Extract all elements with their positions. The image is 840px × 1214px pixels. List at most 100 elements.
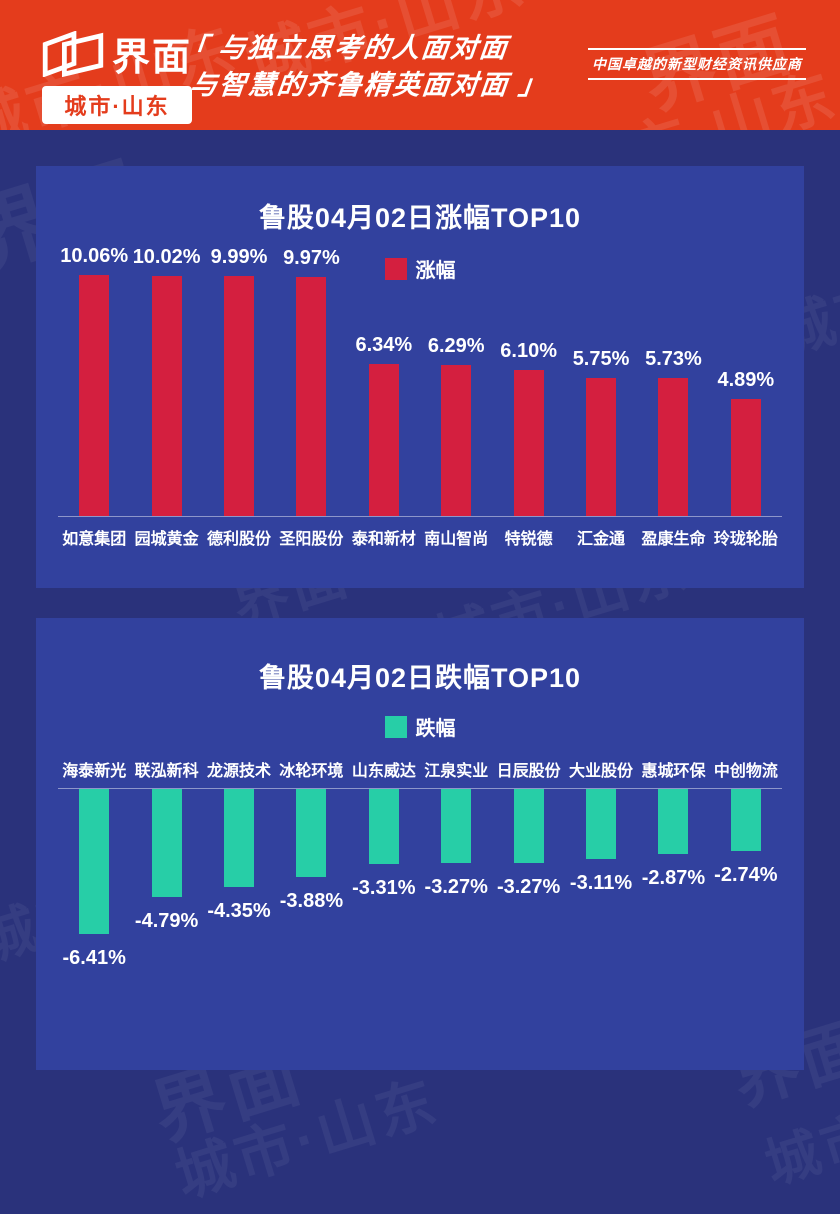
logo-brand-text: 界面 bbox=[112, 37, 193, 79]
bar-column: 6.10% bbox=[492, 224, 564, 516]
losers-category-labels: 海泰新光 联泓新科 龙源技术 冰轮环境 山东威达 江泉实业 日辰股份 大业股份 惠城环保 中创物流 bbox=[58, 757, 782, 781]
bar bbox=[224, 276, 255, 516]
bar-column: -2.87% bbox=[637, 789, 709, 1024]
value-label: -2.74% bbox=[714, 864, 778, 886]
category-label: 圣阳股份 bbox=[279, 531, 344, 548]
value-label: 10.02% bbox=[132, 246, 201, 268]
bar-column: 6.29% bbox=[420, 224, 492, 516]
losers-chart-panel: 鲁股04月02日跌幅TOP10 跌幅 海泰新光 联泓新科 龙源技术 冰轮环境 山东威达江… bbox=[36, 618, 804, 1070]
category-label: 山东威达 bbox=[351, 763, 416, 780]
gainers-axis-line bbox=[58, 516, 782, 517]
bar bbox=[441, 789, 472, 863]
bar-column: -3.31% bbox=[348, 789, 420, 1024]
category-label: 如意集团 bbox=[62, 531, 127, 548]
value-label: 6.29% bbox=[427, 335, 485, 357]
bar-column: 10.06% bbox=[58, 224, 130, 516]
category-label: 惠城环保 bbox=[641, 763, 706, 780]
gainers-category-labels: 如意集团 园城黄金 德利股份 圣阳股份 泰和新材 南山智尚 特锐德 汇金通 盈康生命 玲珑轮胎 bbox=[58, 525, 782, 549]
bar-column: -3.88% bbox=[275, 789, 347, 1024]
bar-column: 5.73% bbox=[637, 224, 709, 516]
bar bbox=[658, 378, 689, 516]
gainers-legend-label: 涨幅 bbox=[415, 260, 456, 282]
bar bbox=[513, 789, 544, 863]
bar bbox=[79, 789, 110, 934]
value-label: -3.11% bbox=[569, 872, 633, 894]
value-label: 6.10% bbox=[500, 340, 557, 362]
value-label: -4.79% bbox=[134, 910, 199, 932]
category-label: 盈康生命 bbox=[641, 531, 706, 548]
losers-legend-label: 跌幅 bbox=[415, 718, 456, 740]
category-label: 中创物流 bbox=[713, 763, 778, 780]
bar bbox=[586, 789, 617, 859]
losers-bars-area: -6.41% -4.79% -4.35% -3.88% -3.31% -3.27% -3.2… bbox=[58, 789, 782, 1024]
bar-column: -2.74% bbox=[710, 789, 782, 1024]
category-label: 泰和新材 bbox=[351, 531, 416, 548]
brand-watermark: 城市·山东 bbox=[758, 1063, 840, 1196]
bar-column: 5.75% bbox=[565, 224, 637, 516]
category-label: 海泰新光 bbox=[62, 763, 127, 780]
bar bbox=[658, 789, 689, 854]
value-label: -3.88% bbox=[279, 890, 344, 912]
category-label: 汇金通 bbox=[577, 531, 626, 548]
bar bbox=[441, 365, 472, 516]
bar bbox=[296, 789, 327, 877]
category-label: 园城黄金 bbox=[134, 531, 199, 548]
gainers-chart-panel: 鲁股04月02日涨幅TOP10 涨幅 10.06% 10.02% 9.99% 9.97… bbox=[36, 166, 804, 588]
value-label: -6.41% bbox=[62, 947, 126, 969]
value-label: 5.73% bbox=[645, 348, 702, 370]
category-label: 德利股份 bbox=[207, 531, 272, 548]
brand-watermark: 城市·山东 bbox=[168, 1068, 447, 1211]
losers-chart-title: 鲁股04月02日跌幅TOP10 bbox=[258, 663, 582, 693]
gainers-legend: 涨幅 bbox=[36, 254, 804, 283]
bar-column: -4.35% bbox=[203, 789, 275, 1024]
losers-axis-line bbox=[58, 788, 782, 789]
bar bbox=[586, 378, 617, 516]
gainers-legend-swatch bbox=[384, 257, 407, 280]
value-label: 9.99% bbox=[210, 246, 268, 268]
category-label: 南山智尚 bbox=[424, 531, 489, 548]
value-label: 5.75% bbox=[572, 348, 630, 370]
gainers-chart-title: 鲁股04月02日涨幅TOP10 bbox=[258, 203, 582, 233]
bar-column: -3.27% bbox=[420, 789, 492, 1024]
value-label: 9.97% bbox=[283, 247, 340, 269]
bar bbox=[151, 276, 182, 516]
value-label: -4.35% bbox=[207, 900, 271, 922]
category-label: 大业股份 bbox=[569, 763, 634, 780]
slogan-line-2: 与智慧的齐鲁精英面对面 」 bbox=[188, 70, 550, 100]
bar-column: -6.41% bbox=[58, 789, 130, 1024]
bar-column: -3.27% bbox=[492, 789, 564, 1024]
bar bbox=[296, 277, 327, 516]
bar bbox=[513, 370, 544, 516]
slogan: 「 与独立思考的人面对面 与智慧的齐鲁精英面对面 」 bbox=[174, 30, 553, 104]
value-label: -3.27% bbox=[496, 876, 561, 898]
category-label: 龙源技术 bbox=[207, 763, 272, 780]
bar-column: 10.02% bbox=[130, 224, 202, 516]
bar-column: 6.34% bbox=[348, 224, 420, 516]
category-label: 冰轮环境 bbox=[279, 763, 344, 780]
company-tagline: 中国卓越的新型财经资讯供应商 bbox=[588, 48, 806, 80]
bar-column: 9.99% bbox=[203, 224, 275, 516]
category-label: 日辰股份 bbox=[496, 763, 561, 780]
category-label: 联泓新科 bbox=[134, 763, 199, 780]
value-label: 10.06% bbox=[60, 245, 129, 267]
bar bbox=[224, 789, 255, 887]
value-label: 4.89% bbox=[717, 369, 775, 391]
slogan-line-1: 「 与独立思考的人面对面 bbox=[178, 33, 511, 63]
value-label: -3.27% bbox=[424, 876, 488, 898]
losers-legend: 跌幅 bbox=[36, 712, 804, 741]
bar-column: -4.79% bbox=[130, 789, 202, 1024]
category-label: 玲珑轮胎 bbox=[713, 531, 778, 548]
bar bbox=[368, 789, 399, 864]
jiemian-logo: 界面 城市·山东 bbox=[42, 26, 193, 124]
bar bbox=[151, 789, 182, 897]
category-label: 江泉实业 bbox=[424, 763, 489, 780]
value-label: -3.31% bbox=[352, 877, 416, 899]
bar-column: 9.97% bbox=[275, 224, 347, 516]
bar bbox=[368, 364, 399, 516]
bar bbox=[730, 789, 761, 851]
logo-region-badge: 城市·山东 bbox=[42, 86, 193, 124]
value-label: -2.87% bbox=[641, 867, 706, 889]
value-label: 6.34% bbox=[355, 334, 413, 356]
